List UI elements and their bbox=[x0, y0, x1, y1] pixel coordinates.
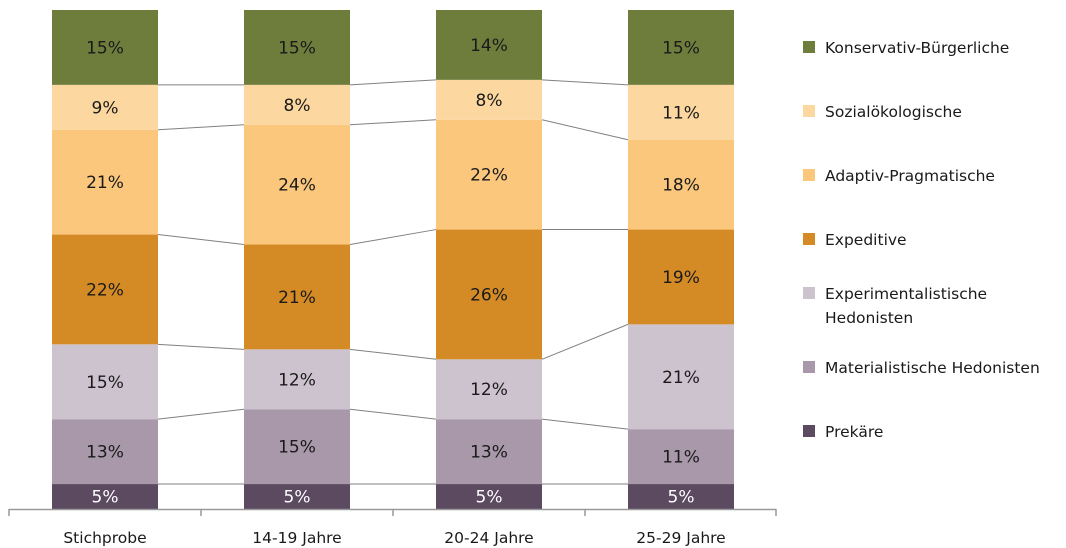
data-label: 22% bbox=[470, 166, 508, 186]
data-label: 11% bbox=[662, 103, 700, 123]
data-label: 14% bbox=[470, 36, 508, 56]
legend-swatch bbox=[803, 233, 815, 245]
bar-segment-prekäre-3 bbox=[628, 484, 734, 509]
x-tick-label: 20-24 Jahre bbox=[444, 529, 533, 547]
data-label: 13% bbox=[470, 443, 508, 463]
legend-item-expeditive: Expeditive bbox=[803, 228, 1055, 252]
legend-swatch bbox=[803, 361, 815, 373]
legend-item-materialistische-hedonisten: Materialistische Hedonisten bbox=[803, 356, 1055, 380]
bar-segment-materialistische-hedonisten-2 bbox=[436, 419, 542, 485]
legend-label: Materialistische Hedonisten bbox=[825, 359, 1040, 377]
bar-segment-konservativ-bürgerliche-1 bbox=[244, 10, 350, 85]
series-line bbox=[541, 418, 629, 430]
legend-label: Prekäre bbox=[825, 423, 884, 441]
bar-segment-expeditive-2 bbox=[436, 229, 542, 360]
bars-group bbox=[52, 10, 734, 509]
legend-label: Konservativ-Bürgerliche bbox=[825, 39, 1010, 57]
data-labels-group: 5% 13% 15% 22% 21% 9% 15% 5% 15% 12% 21% 24% 8% 15% 5%… bbox=[86, 36, 700, 508]
bar-segment-expeditive-3 bbox=[628, 229, 734, 325]
bar-segment-experimentalistische-hedonisten-3 bbox=[628, 324, 734, 430]
x-tick-label: Stichprobe bbox=[63, 529, 146, 547]
bar-segment-sozialökologische-0 bbox=[52, 84, 158, 130]
data-label: 19% bbox=[662, 268, 700, 288]
bar-segment-prekäre-0 bbox=[52, 484, 158, 509]
data-label: 13% bbox=[86, 443, 124, 463]
data-label: 18% bbox=[662, 176, 700, 196]
data-label: 22% bbox=[86, 280, 124, 300]
bar-segment-materialistische-hedonisten-0 bbox=[52, 419, 158, 485]
legend-item-prekäre: Prekäre bbox=[803, 420, 1055, 444]
bar-segment-materialistische-hedonisten-1 bbox=[244, 409, 350, 485]
series-line bbox=[541, 79, 629, 86]
x-axis: Stichprobe 14-19 Jahre 20-24 Jahre 25-29 Ja… bbox=[8, 508, 777, 547]
series-line bbox=[349, 229, 437, 246]
bar-segment-materialistische-hedonisten-3 bbox=[628, 429, 734, 485]
bar-segment-experimentalistische-hedonisten-0 bbox=[52, 344, 158, 420]
legend-item-konservativ-bürgerliche: Konservativ-Bürgerliche bbox=[803, 36, 1055, 60]
series-line bbox=[157, 234, 245, 246]
legend-item-experimentalistische-hedonisten: Experimentalistische Hedonisten bbox=[803, 282, 1055, 330]
bar-segment-konservativ-bürgerliche-2 bbox=[436, 10, 542, 80]
series-line bbox=[157, 343, 245, 350]
data-label: 15% bbox=[86, 38, 124, 58]
series-line bbox=[541, 119, 629, 141]
data-label: 12% bbox=[470, 380, 508, 400]
data-label: 15% bbox=[278, 38, 316, 58]
data-label: 21% bbox=[86, 173, 124, 193]
series-line bbox=[349, 119, 437, 126]
legend-swatch bbox=[803, 105, 815, 117]
legend-label: Expeditive bbox=[825, 231, 907, 249]
bar-segment-adaptiv-pragmatische-3 bbox=[628, 139, 734, 230]
bar-segment-sozialökologische-3 bbox=[628, 84, 734, 140]
bar-segment-adaptiv-pragmatische-1 bbox=[244, 124, 350, 245]
legend-swatch bbox=[803, 41, 815, 53]
series-line bbox=[157, 408, 245, 420]
series-line bbox=[349, 79, 437, 86]
data-label: 5% bbox=[476, 488, 503, 508]
bar-segment-konservativ-bürgerliche-3 bbox=[628, 10, 734, 85]
data-label: 15% bbox=[662, 38, 700, 58]
bar-segment-expeditive-1 bbox=[244, 244, 350, 350]
legend-item-adaptiv-pragmatische: Adaptiv-Pragmatische bbox=[803, 164, 1055, 188]
bar-segment-sozialökologische-2 bbox=[436, 79, 542, 120]
series-lines bbox=[157, 79, 629, 485]
legend-label: Experimentalistische Hedonisten bbox=[825, 285, 988, 327]
legend-swatch bbox=[803, 287, 815, 299]
legend-label: Adaptiv-Pragmatische bbox=[825, 167, 995, 185]
legend-swatch bbox=[803, 425, 815, 437]
legend-swatch bbox=[803, 169, 815, 181]
data-label: 21% bbox=[278, 288, 316, 308]
data-label: 26% bbox=[470, 285, 508, 305]
data-label: 9% bbox=[92, 98, 119, 118]
series-line bbox=[349, 408, 437, 420]
bar-segment-experimentalistische-hedonisten-2 bbox=[436, 359, 542, 420]
bar-segment-experimentalistische-hedonisten-1 bbox=[244, 349, 350, 410]
bar-segment-adaptiv-pragmatische-0 bbox=[52, 129, 158, 235]
legend-item-sozialökologische: Sozialökologische bbox=[803, 100, 1055, 124]
data-label: 5% bbox=[668, 488, 695, 508]
data-label: 5% bbox=[92, 488, 119, 508]
bar-segment-konservativ-bürgerliche-0 bbox=[52, 10, 158, 85]
legend-label: Sozialökologische bbox=[825, 103, 962, 121]
data-label: 5% bbox=[284, 488, 311, 508]
data-label: 8% bbox=[476, 91, 503, 111]
series-line bbox=[157, 124, 245, 131]
bar-segment-prekäre-2 bbox=[436, 484, 542, 509]
data-label: 8% bbox=[284, 96, 311, 116]
bar-segment-prekäre-1 bbox=[244, 484, 350, 509]
series-line bbox=[349, 348, 437, 360]
x-tick-label: 25-29 Jahre bbox=[636, 529, 725, 547]
data-label: 15% bbox=[278, 438, 316, 458]
data-label: 15% bbox=[86, 373, 124, 393]
data-label: 11% bbox=[662, 448, 700, 468]
data-label: 24% bbox=[278, 176, 316, 196]
x-tick-label: 14-19 Jahre bbox=[252, 529, 341, 547]
bar-segment-sozialökologische-1 bbox=[244, 84, 350, 125]
bar-segment-adaptiv-pragmatische-2 bbox=[436, 119, 542, 230]
data-label: 21% bbox=[662, 368, 700, 388]
data-label: 12% bbox=[278, 370, 316, 390]
bar-segment-expeditive-0 bbox=[52, 234, 158, 345]
series-line bbox=[541, 323, 629, 360]
